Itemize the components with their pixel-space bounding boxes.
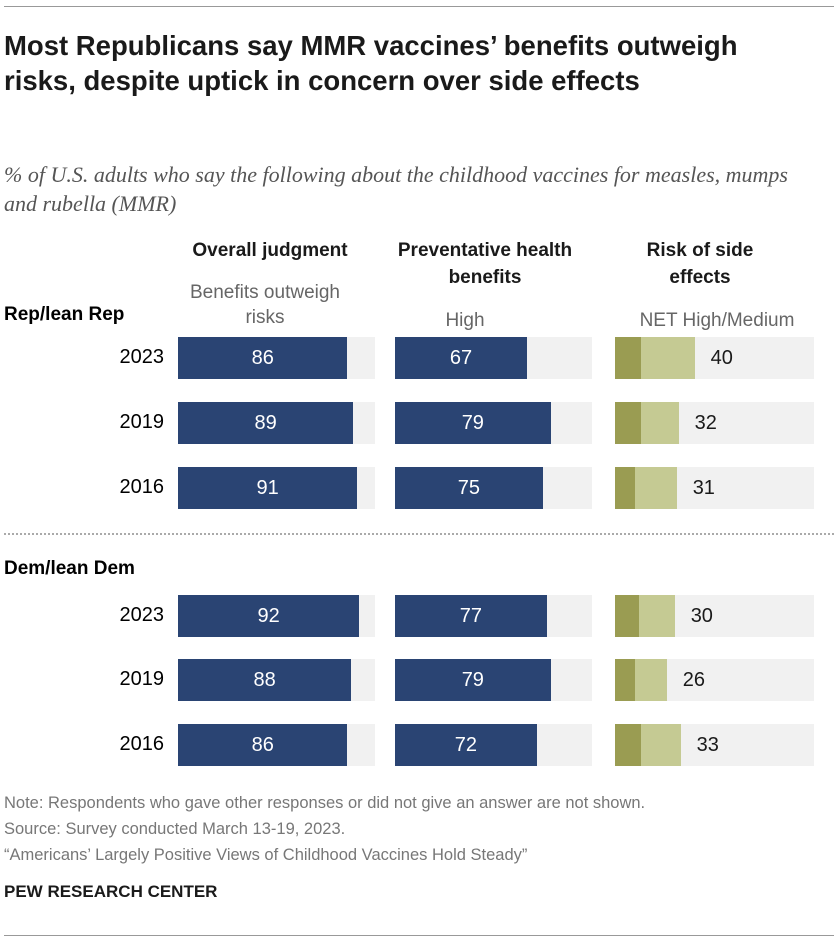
bar-risk-high [615,595,639,637]
data-label-benefits: 67 [449,347,473,369]
bar-risk-high [615,337,641,379]
col-sub-benefits: High [445,310,485,331]
note: Note: Respondents who gave other respons… [4,794,646,812]
bar-risk-high [615,402,641,444]
bar-overall [178,402,354,444]
bar-benefits [395,724,537,766]
bar-risk-high [615,659,635,701]
col-sub-overall: Benefits outweigh risks [190,282,340,328]
data-label-risk: 31 [692,477,715,499]
bar-risk-high [615,467,635,509]
data-label-benefits: 75 [457,477,480,499]
data-label-risk: 40 [710,347,733,369]
bar-risk-high [615,724,641,766]
bar-overall [178,337,348,379]
bottom-rule [4,935,834,936]
data-label-benefits: 77 [459,605,482,627]
year-label: 2019 [119,411,165,433]
bar-benefits [395,402,551,444]
report-title: “Americans’ Largely Positive Views of Ch… [4,846,528,864]
group-separator [4,533,834,535]
data-label-risk: 33 [696,734,719,756]
data-label-benefits: 72 [454,734,478,756]
bar-overall [178,595,360,637]
data-label-risk: 26 [682,669,705,691]
col-header-benefits: Preventative health benefits [397,240,573,288]
bar-benefits [395,337,527,379]
col-header-overall: Overall judgment [192,240,348,261]
data-label-risk: 32 [694,412,717,434]
bar-overall [178,724,348,766]
chart-subtitle: % of U.S. adults who say the following a… [4,162,788,216]
col-header-risk: Risk of side effects [646,240,754,288]
bar-benefits [395,659,551,701]
bar-overall [178,467,358,509]
bar-overall [178,659,352,701]
group-label-dem: Dem/lean Dem [4,558,135,579]
data-label-overall: 91 [256,477,279,499]
data-label-overall: 88 [253,669,276,691]
source: Source: Survey conducted March 13-19, 20… [4,820,346,838]
data-label-benefits: 79 [461,412,484,434]
group-label-rep: Rep/lean Rep [4,304,125,325]
year-label: 2019 [119,668,165,690]
data-label-benefits: 79 [461,669,484,691]
top-rule [4,6,834,7]
data-label-overall: 86 [251,734,274,756]
col-sub-risk: NET High/Medium [639,310,795,331]
pew-logo: PEW RESEARCH CENTER [4,882,218,901]
data-label-overall: 86 [251,347,274,369]
year-label: 2016 [119,733,165,755]
year-label: 2023 [119,604,165,626]
year-label: 2016 [119,476,165,498]
data-label-risk: 30 [690,605,713,627]
chart-title: Most Republicans say MMR vaccines’ benef… [4,30,738,96]
data-label-overall: 92 [257,605,280,627]
bar-benefits [395,467,543,509]
data-label-overall: 89 [254,412,277,434]
year-label: 2023 [119,346,165,368]
bar-benefits [395,595,547,637]
